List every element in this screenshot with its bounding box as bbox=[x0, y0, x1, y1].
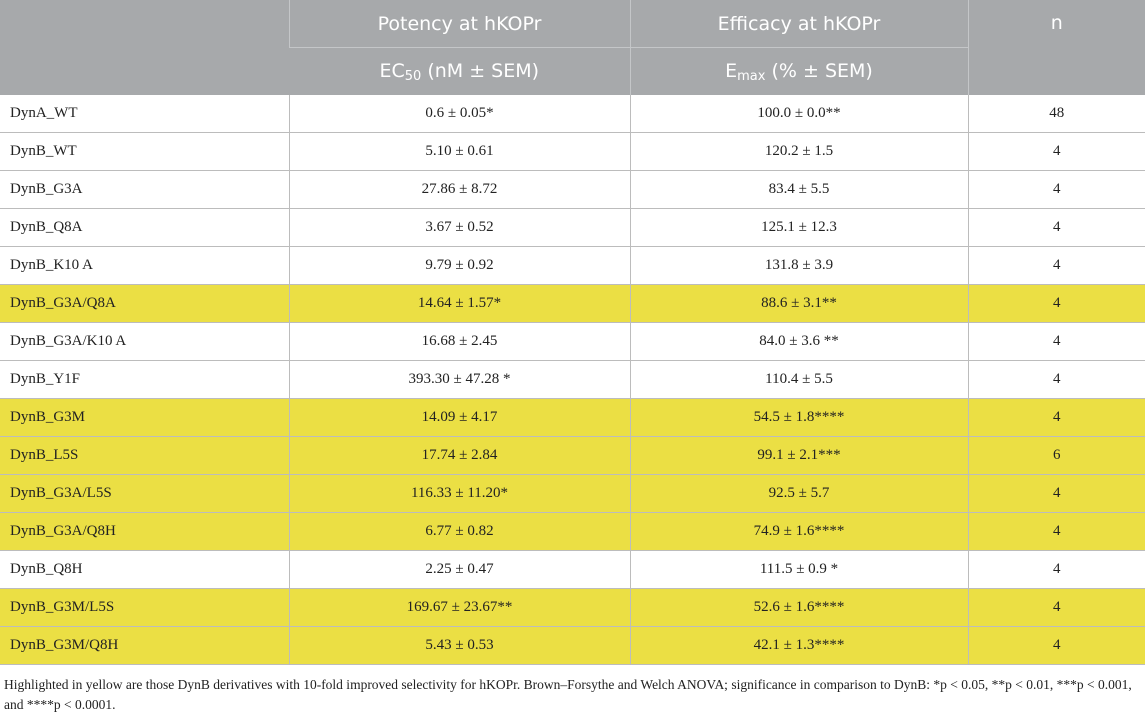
cell-efficacy: 52.6 ± 1.6**** bbox=[629, 588, 968, 627]
cell-peptide: DynB_G3A bbox=[0, 170, 289, 209]
header-ec50-subscript: 50 bbox=[404, 68, 422, 84]
table-row: DynB_G3M/Q8H 5.43 ± 0.53 42.1 ± 1.3**** 4 bbox=[0, 626, 1145, 665]
cell-potency: 16.68 ± 2.45 bbox=[288, 322, 630, 361]
table-row: DynB_G3M 14.09 ± 4.17 54.5 ± 1.8**** 4 bbox=[0, 398, 1145, 437]
table-footnote: Highlighted in yellow are those DynB der… bbox=[4, 677, 1132, 712]
header-efficacy: Efficacy at hKOPr bbox=[629, 0, 968, 48]
cell-potency: 116.33 ± 11.20* bbox=[288, 474, 630, 513]
cell-peptide: DynB_L5S bbox=[0, 436, 289, 475]
cell-n: 4 bbox=[967, 512, 1145, 551]
cell-n: 4 bbox=[967, 322, 1145, 361]
cell-peptide: DynB_G3M bbox=[0, 398, 289, 437]
cell-efficacy: 120.2 ± 1.5 bbox=[629, 132, 968, 171]
table-row: DynB_G3A/K10 A 16.68 ± 2.45 84.0 ± 3.6 ** 4 bbox=[0, 322, 1145, 361]
cell-efficacy: 74.9 ± 1.6**** bbox=[629, 512, 968, 551]
cell-n: 4 bbox=[967, 360, 1145, 399]
cell-n: 6 bbox=[967, 436, 1145, 475]
table-row: DynB_G3A/Q8A 14.64 ± 1.57* 88.6 ± 3.1** 4 bbox=[0, 284, 1145, 323]
cell-peptide: DynB_G3A/Q8H bbox=[0, 512, 289, 551]
cell-efficacy: 83.4 ± 5.5 bbox=[629, 170, 968, 209]
cell-peptide: DynB_G3A/K10 A bbox=[0, 322, 289, 361]
cell-efficacy: 42.1 ± 1.3**** bbox=[629, 626, 968, 665]
table-row: DynB_G3M/L5S 169.67 ± 23.67** 52.6 ± 1.6**… bbox=[0, 588, 1145, 627]
cell-peptide: DynB_Q8H bbox=[0, 550, 289, 589]
cell-efficacy: 54.5 ± 1.8**** bbox=[629, 398, 968, 437]
cell-n: 48 bbox=[967, 95, 1145, 133]
cell-efficacy: 88.6 ± 3.1** bbox=[629, 284, 968, 323]
cell-n: 4 bbox=[967, 626, 1145, 665]
cell-peptide: DynB_G3M/L5S bbox=[0, 588, 289, 627]
table-row: DynB_G3A 27.86 ± 8.72 83.4 ± 5.5 4 bbox=[0, 170, 1145, 209]
header-emax-units: (% ± SEM) bbox=[765, 59, 873, 82]
header-ec50-units: (nM ± SEM) bbox=[421, 59, 540, 82]
table-row: DynB_Y1F 393.30 ± 47.28 * 110.4 ± 5.5 4 bbox=[0, 360, 1145, 399]
header-blank-cell bbox=[0, 0, 289, 95]
cell-n: 4 bbox=[967, 284, 1145, 323]
header-ec50: EC50 (nM ± SEM) bbox=[289, 47, 630, 95]
cell-peptide: DynB_WT bbox=[0, 132, 289, 171]
header-row-titles: Potency at hKOPr Efficacy at hKOPr n bbox=[0, 0, 1145, 95]
cell-potency: 6.77 ± 0.82 bbox=[288, 512, 630, 551]
cell-n: 4 bbox=[967, 550, 1145, 589]
cell-efficacy: 110.4 ± 5.5 bbox=[629, 360, 968, 399]
table-row: DynB_G3A/L5S 116.33 ± 11.20* 92.5 ± 5.7 4 bbox=[0, 474, 1145, 513]
table-row: DynB_G3A/Q8H 6.77 ± 0.82 74.9 ± 1.6**** 4 bbox=[0, 512, 1145, 551]
cell-peptide: DynB_Q8A bbox=[0, 208, 289, 247]
cell-n: 4 bbox=[967, 132, 1145, 171]
table-row: DynB_Q8A 3.67 ± 0.52 125.1 ± 12.3 4 bbox=[0, 208, 1145, 247]
table-row: DynA_WT 0.6 ± 0.05* 100.0 ± 0.0** 48 bbox=[0, 95, 1145, 133]
header-ec50-prefix: EC bbox=[379, 59, 405, 82]
header-emax: Emax (% ± SEM) bbox=[629, 47, 968, 95]
cell-potency: 27.86 ± 8.72 bbox=[288, 170, 630, 209]
cell-potency: 2.25 ± 0.47 bbox=[288, 550, 630, 589]
table-header: Potency at hKOPr Efficacy at hKOPr n EC5… bbox=[0, 0, 1145, 95]
data-table: Potency at hKOPr Efficacy at hKOPr n EC5… bbox=[0, 0, 1145, 665]
cell-peptide: DynB_K10 A bbox=[0, 246, 289, 285]
cell-peptide: DynA_WT bbox=[0, 95, 289, 133]
cell-efficacy: 125.1 ± 12.3 bbox=[629, 208, 968, 247]
cell-potency: 5.10 ± 0.61 bbox=[288, 132, 630, 171]
cell-potency: 9.79 ± 0.92 bbox=[288, 246, 630, 285]
cell-n: 4 bbox=[967, 246, 1145, 285]
header-emax-prefix: E bbox=[725, 59, 738, 82]
cell-efficacy: 100.0 ± 0.0** bbox=[629, 95, 968, 133]
cell-n: 4 bbox=[967, 208, 1145, 247]
cell-peptide: DynB_Y1F bbox=[0, 360, 289, 399]
cell-n: 4 bbox=[967, 588, 1145, 627]
cell-potency: 14.09 ± 4.17 bbox=[288, 398, 630, 437]
header-potency: Potency at hKOPr bbox=[288, 0, 630, 48]
table-row: DynB_K10 A 9.79 ± 0.92 131.8 ± 3.9 4 bbox=[0, 246, 1145, 285]
cell-peptide: DynB_G3A/L5S bbox=[0, 474, 289, 513]
cell-potency: 17.74 ± 2.84 bbox=[288, 436, 630, 475]
cell-potency: 0.6 ± 0.05* bbox=[288, 95, 630, 133]
header-emax-subscript: max bbox=[737, 68, 766, 84]
cell-peptide: DynB_G3A/Q8A bbox=[0, 284, 289, 323]
cell-efficacy: 99.1 ± 2.1*** bbox=[629, 436, 968, 475]
table-row: DynB_WT 5.10 ± 0.61 120.2 ± 1.5 4 bbox=[0, 132, 1145, 171]
cell-potency: 3.67 ± 0.52 bbox=[288, 208, 630, 247]
cell-efficacy: 131.8 ± 3.9 bbox=[629, 246, 968, 285]
cell-potency: 169.67 ± 23.67** bbox=[288, 588, 630, 627]
cell-n: 4 bbox=[967, 398, 1145, 437]
header-n: n bbox=[967, 0, 1145, 95]
cell-efficacy: 92.5 ± 5.7 bbox=[629, 474, 968, 513]
table-body: DynA_WT 0.6 ± 0.05* 100.0 ± 0.0** 48 DynB_WT… bbox=[0, 95, 1145, 665]
cell-n: 4 bbox=[967, 474, 1145, 513]
table-row: DynB_L5S 17.74 ± 2.84 99.1 ± 2.1*** 6 bbox=[0, 436, 1145, 475]
cell-potency: 5.43 ± 0.53 bbox=[288, 626, 630, 665]
table-row: DynB_Q8H 2.25 ± 0.47 111.5 ± 0.9 * 4 bbox=[0, 550, 1145, 589]
cell-peptide: DynB_G3M/Q8H bbox=[0, 626, 289, 665]
cell-efficacy: 84.0 ± 3.6 ** bbox=[629, 322, 968, 361]
cell-n: 4 bbox=[967, 170, 1145, 209]
cell-potency: 393.30 ± 47.28 * bbox=[288, 360, 630, 399]
cell-potency: 14.64 ± 1.57* bbox=[288, 284, 630, 323]
cell-efficacy: 111.5 ± 0.9 * bbox=[629, 550, 968, 589]
header-row-units: EC50 (nM ± SEM) Emax (% ± SEM) bbox=[0, 47, 1145, 95]
